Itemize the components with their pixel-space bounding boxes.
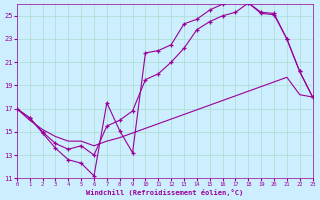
X-axis label: Windchill (Refroidissement éolien,°C): Windchill (Refroidissement éolien,°C) (86, 189, 243, 196)
